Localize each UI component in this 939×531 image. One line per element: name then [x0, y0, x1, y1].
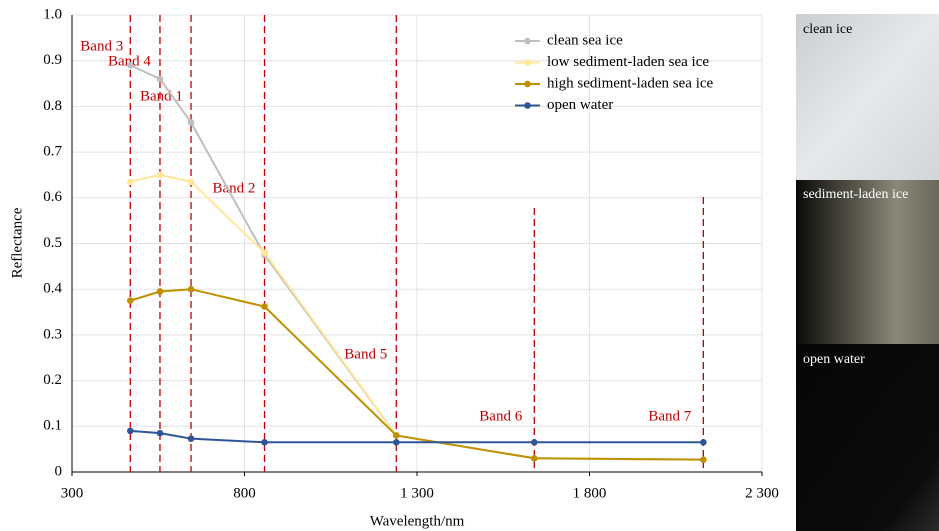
point [156, 75, 164, 83]
x-tick-label: 1 300 [400, 485, 434, 501]
legend-marker [524, 80, 531, 88]
point [700, 438, 707, 446]
legend-label: open water [547, 97, 613, 113]
point [393, 438, 400, 446]
point [531, 438, 538, 446]
legend-label: high sediment-laden sea ice [547, 75, 714, 91]
y-tick-label: 0.7 [43, 144, 62, 160]
x-axis-title: Wavelength/nm [370, 513, 465, 529]
y-tick-label: 0.4 [43, 281, 62, 297]
clean-ice-image [796, 14, 939, 180]
legend-marker [524, 59, 531, 66]
point [700, 456, 707, 463]
panel-label: clean ice [803, 22, 852, 37]
point [156, 171, 164, 179]
band-label: Band 7 [648, 408, 691, 424]
band-label: Band 3 [80, 38, 123, 54]
y-tick-label: 0.5 [43, 235, 62, 251]
band-label: Band 4 [108, 53, 151, 69]
x-tick-label: 2 300 [745, 485, 779, 501]
y-tick-label: 0.1 [43, 418, 62, 434]
y-axis-title: Reflectance [9, 207, 25, 278]
band-label: Band 1 [140, 88, 183, 104]
band-label: Band 2 [213, 180, 256, 196]
open-water-image [796, 344, 939, 531]
panel-label: sediment-laden ice [803, 187, 908, 202]
band-label: Band 5 [344, 346, 387, 362]
y-tick-label: 0.2 [43, 372, 62, 388]
point [127, 297, 134, 304]
legend-label: low sediment-laden sea ice [547, 54, 709, 70]
point [261, 249, 268, 256]
point [187, 178, 195, 186]
point [127, 61, 134, 69]
y-tick-label: 0.3 [43, 326, 62, 342]
legend-label: clean sea ice [547, 32, 623, 48]
legend-marker [524, 37, 531, 45]
x-tick-label: 800 [233, 485, 256, 501]
legend-marker [524, 102, 531, 109]
point [127, 178, 134, 186]
point [127, 427, 134, 435]
y-tick-label: 1.0 [43, 6, 62, 22]
point [531, 454, 538, 462]
x-tick-label: 300 [61, 485, 84, 501]
point [187, 435, 195, 442]
band-label: Band 6 [479, 408, 522, 424]
y-tick-label: 0 [55, 463, 63, 479]
sediment-ice-image [796, 180, 939, 344]
point [261, 438, 268, 446]
point [261, 303, 268, 310]
point [393, 432, 400, 439]
point [187, 285, 195, 293]
point [156, 288, 164, 295]
y-tick-label: 0.9 [43, 52, 62, 68]
y-tick-label: 0.8 [43, 98, 62, 114]
point [187, 119, 195, 126]
y-tick-label: 0.6 [43, 189, 62, 205]
panel-label: open water [803, 352, 865, 367]
x-tick-label: 1 800 [573, 485, 607, 501]
point [156, 429, 164, 437]
